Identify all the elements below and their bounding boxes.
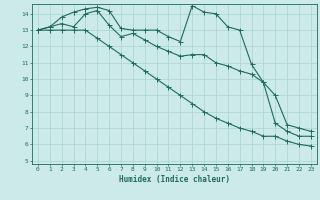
X-axis label: Humidex (Indice chaleur): Humidex (Indice chaleur) xyxy=(119,175,230,184)
